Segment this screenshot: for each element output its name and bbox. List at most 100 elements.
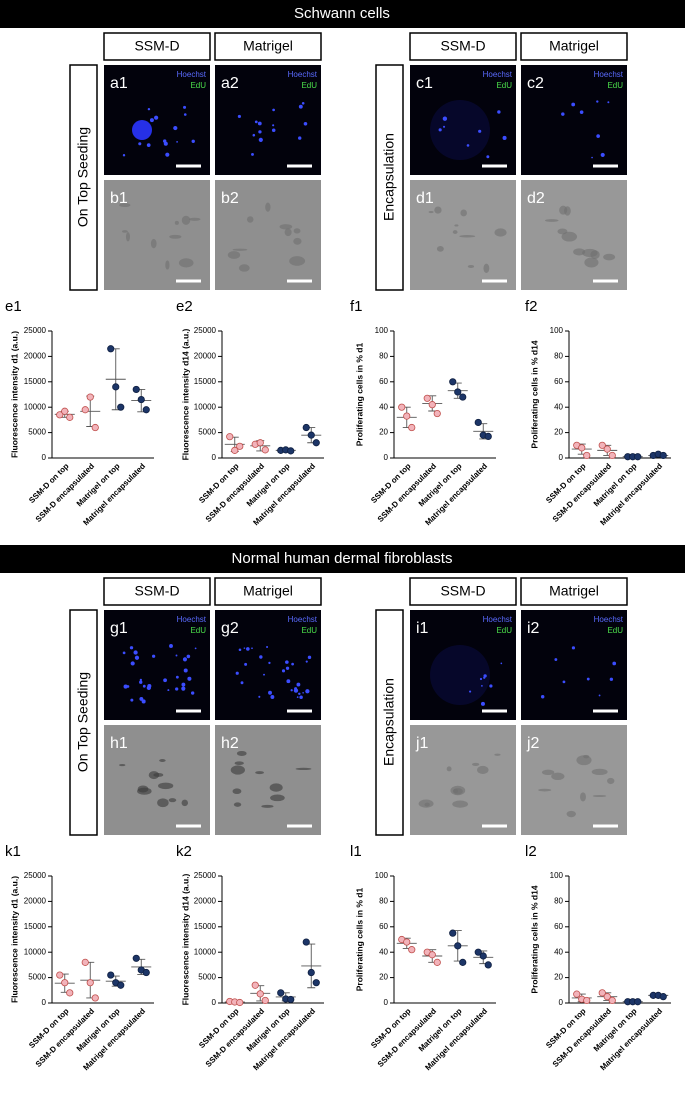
texture: [459, 234, 476, 238]
y-tick-label: 0: [212, 453, 217, 462]
column-label: SSM-D: [440, 583, 485, 599]
data-point: [107, 345, 115, 353]
data-point: [484, 432, 492, 441]
nucleus: [238, 648, 242, 652]
texture: [452, 230, 458, 234]
data-point: [634, 998, 642, 1006]
column-box: [409, 32, 517, 61]
column-box: [103, 32, 211, 61]
nucleus: [489, 684, 493, 688]
y-tick-label: 15000: [194, 377, 217, 386]
nucleus: [139, 678, 143, 682]
nucleus: [497, 110, 501, 114]
data-point: [608, 451, 616, 460]
data-point: [408, 423, 416, 432]
nucleus: [190, 691, 195, 695]
data-point: [91, 994, 99, 1002]
panel-label: d2: [527, 190, 545, 207]
y-tick-label: 25000: [24, 326, 47, 335]
nucleus: [258, 130, 262, 134]
texture: [293, 228, 301, 234]
texture: [188, 217, 201, 221]
data-point: [142, 406, 150, 414]
column-box: [214, 577, 322, 606]
stain-label: Hoechst: [288, 615, 318, 624]
nucleus: [183, 113, 187, 116]
y-tick-label: 40: [379, 402, 388, 411]
stain-label: Hoechst: [177, 615, 207, 624]
data-point: [231, 446, 239, 454]
stain-label: Hoechst: [594, 615, 624, 624]
data-point: [61, 407, 69, 415]
panel-label: h1: [110, 735, 128, 752]
nucleus: [154, 115, 159, 120]
texture: [561, 231, 578, 242]
texture: [494, 228, 507, 237]
texture: [453, 788, 459, 793]
y-tick-label: 5000: [198, 428, 216, 437]
y-axis-label: Proliferating cells in % d14: [529, 885, 539, 993]
y-tick-label: 20: [554, 428, 563, 437]
data-point: [449, 378, 457, 386]
nucleus: [191, 139, 195, 144]
data-point: [81, 406, 89, 414]
data-point: [312, 979, 320, 987]
texture: [544, 219, 559, 222]
stain-label: EdU: [607, 81, 623, 90]
y-tick-label: 20: [379, 428, 388, 437]
data-point: [132, 954, 140, 962]
y-tick-label: 15000: [194, 922, 217, 931]
y-tick-label: 100: [375, 326, 389, 335]
column-label: Matrigel: [549, 583, 599, 599]
nucleus: [579, 110, 584, 114]
texture: [246, 216, 254, 223]
data-point: [256, 439, 264, 447]
nucleus: [571, 646, 576, 650]
data-point: [474, 418, 482, 427]
stain-label: EdU: [190, 81, 206, 90]
y-tick-label: 20000: [24, 897, 47, 906]
data-point: [608, 996, 616, 1005]
nucleus: [480, 701, 485, 706]
nucleus: [183, 105, 187, 109]
y-axis-label: Proliferating cells in % d14: [529, 340, 539, 448]
data-point: [459, 393, 467, 401]
y-tick-label: 80: [379, 352, 388, 361]
texture: [119, 203, 131, 208]
panel-label: j1: [415, 735, 429, 752]
stain-label: EdU: [301, 626, 317, 635]
data-point: [307, 968, 315, 977]
chart-label: e1: [5, 298, 22, 315]
fluorescence-image: [521, 610, 627, 720]
brightfield-image: [104, 725, 210, 835]
nucleus: [244, 662, 248, 666]
nucleus: [303, 122, 308, 126]
data-point: [484, 961, 492, 969]
nucleus: [586, 677, 590, 681]
texture: [541, 769, 555, 776]
nucleus: [182, 657, 188, 662]
nucleus: [141, 699, 146, 704]
data-point: [261, 446, 269, 454]
texture: [603, 253, 616, 261]
nucleus: [571, 102, 576, 107]
data-point: [112, 383, 120, 391]
nucleus: [187, 676, 192, 681]
texture: [289, 256, 306, 266]
nucleus: [163, 678, 167, 683]
brightfield-image: [410, 725, 516, 835]
nucleus: [290, 689, 293, 692]
nucleus: [305, 689, 310, 694]
texture: [269, 783, 283, 792]
y-tick-label: 25000: [194, 871, 217, 880]
nucleus: [307, 655, 312, 660]
gel-glow: [430, 100, 490, 160]
panel-label: h2: [221, 735, 239, 752]
texture: [295, 767, 312, 771]
texture: [159, 759, 166, 762]
y-tick-label: 0: [384, 998, 389, 1007]
data-point: [107, 971, 115, 979]
texture: [284, 228, 292, 237]
texture: [467, 264, 475, 269]
data-point: [117, 403, 125, 411]
